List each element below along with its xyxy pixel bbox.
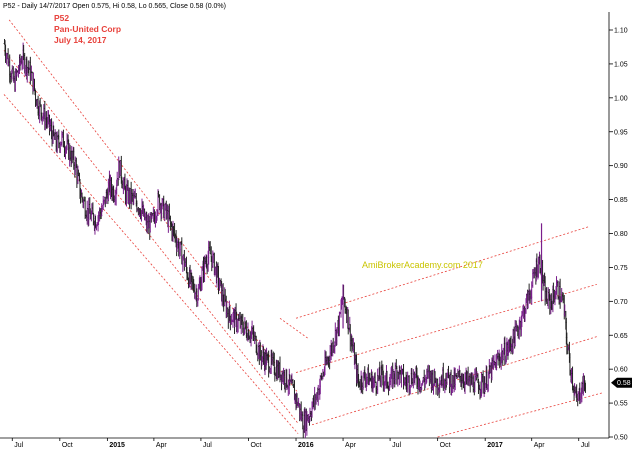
x-tick-label: Jul: [203, 442, 212, 449]
x-tick-label: Apr: [534, 442, 546, 449]
x-tick-label: 2017: [487, 442, 503, 449]
price-tag-label: 0.58: [617, 380, 631, 387]
y-tick-label: 0.90: [614, 163, 628, 170]
y-tick-label: 0.80: [614, 231, 628, 238]
last-price-tag: 0.58: [611, 377, 632, 388]
channel-line: [279, 317, 309, 339]
x-tick-label: Oct: [440, 442, 451, 449]
y-tick-label: 1.10: [614, 28, 628, 35]
y-tick-label: 0.85: [614, 197, 628, 204]
y-tick-label: 1.00: [614, 95, 628, 102]
x-tick-label: 2016: [298, 442, 314, 449]
channel-line: [8, 19, 299, 394]
y-tick-label: 0.95: [614, 129, 628, 136]
x-tick-label: Jul: [581, 442, 590, 449]
x-tick-label: Jul: [392, 442, 401, 449]
company-title: Pan-United Corp: [54, 24, 121, 34]
channel-line: [3, 50, 299, 424]
x-tick-label: 2015: [109, 442, 125, 449]
y-tick-label: 1.05: [614, 61, 628, 68]
y-tick-label: 0.75: [614, 265, 628, 272]
y-tick-label: 0.50: [614, 435, 628, 442]
x-axis-ticks: Jul Oct 2015 Apr Jul Oct 2016 Apr Jul Oct 2017 Apr J…: [11, 438, 590, 449]
x-tick-label: Jul: [14, 442, 23, 449]
y-axis-ticks: 0.50 0.55 0.60 0.65 0.70 0.75 0.80 0.85 0.90 0.95…: [609, 28, 628, 442]
x-tick-label: Oct: [250, 442, 261, 449]
y-tick-label: 0.65: [614, 333, 628, 340]
channel-line: [437, 392, 603, 438]
y-tick-label: 0.70: [614, 299, 628, 306]
price-tag-background: [611, 377, 632, 388]
channel-line: [295, 226, 589, 319]
x-tick-label: Oct: [62, 442, 73, 449]
watermark-text: AmiBrokerAcademy.com 2017: [362, 260, 483, 270]
date-title: July 14, 2017: [54, 35, 107, 45]
y-tick-label: 0.60: [614, 367, 628, 374]
x-tick-label: Apr: [345, 442, 357, 449]
x-tick-label: Apr: [156, 442, 168, 449]
y-tick-label: 0.55: [614, 401, 628, 408]
channel-line: [3, 94, 299, 434]
ticker-title: P52: [54, 13, 69, 23]
chart-info-line: P52 - Daily 14/7/2017 Open 0.575, Hi 0.5…: [3, 3, 226, 10]
price-bars: [3, 39, 586, 439]
